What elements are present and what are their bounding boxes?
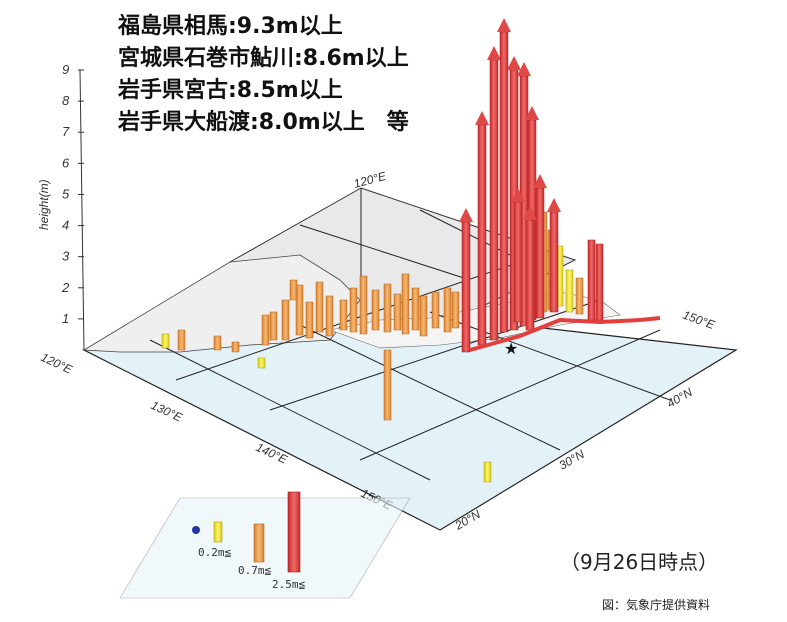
arrow-head-icon (511, 188, 525, 202)
tsunami-bar (549, 211, 559, 313)
tsunami-bar (477, 124, 487, 346)
y-tick-label: 1 (62, 311, 69, 326)
tsunami-bar (461, 221, 471, 353)
tsunami-bar (289, 279, 298, 301)
tsunami-bar (535, 187, 545, 319)
height-axis: 1 2 3 4 5 6 7 8 9 height(m) (37, 62, 85, 351)
tsunami-bar (269, 311, 278, 341)
arrow-head-icon (523, 206, 537, 220)
y-tick-label: 4 (62, 218, 69, 233)
tsunami-bar (443, 287, 452, 333)
tsunami-bar (371, 289, 380, 331)
legend-panel (119, 497, 411, 599)
tsunami-bar (359, 275, 368, 335)
tsunami-bar (305, 301, 314, 339)
tsunami-bar (565, 269, 574, 313)
legend: 0.2m≦ 0.7m≦ 2.5m≦ (119, 491, 411, 599)
headline-line-3: 岩手県宮古:8.5m以上 (118, 78, 343, 103)
y-tick-label: 6 (62, 155, 70, 170)
tsunami-bar (451, 291, 460, 329)
legend-bar-large (287, 491, 301, 573)
legend-bar-medium (253, 523, 265, 563)
tsunami-bar (349, 287, 358, 333)
headline-line-1: 福島県相馬:9.3m以上 (118, 14, 343, 39)
tsunami-bar (483, 461, 492, 483)
tsunami-bar (339, 299, 348, 331)
tsunami-bar (575, 277, 584, 315)
arrow-head-icon (487, 46, 501, 60)
tsunami-bar (411, 287, 420, 331)
tsunami-bar (383, 349, 392, 421)
tsunami-bar (431, 291, 440, 329)
headline-line-2: 宮城県石巻市鮎川:8.6m以上 (118, 46, 409, 71)
coastline-streak (469, 316, 661, 352)
arrow-head-icon (517, 62, 531, 76)
lon-label-120-front: 120°E (39, 350, 76, 377)
arrow-head-icon (525, 106, 539, 120)
y-tick-label: 5 (62, 186, 70, 201)
epicenter-star-icon: ★ (504, 339, 518, 358)
tsunami-bar (587, 239, 596, 321)
credit-label: 図：気象庁提供資料 (602, 598, 711, 612)
tsunami-bar (383, 283, 392, 333)
tsunami-bar (525, 219, 535, 331)
arrow-head-icon (547, 198, 561, 212)
back-label-120: 120°E (352, 169, 388, 191)
tsunami-bar (419, 295, 428, 337)
y-tick-label: 9 (62, 62, 69, 77)
tsunami-bar (295, 284, 304, 336)
y-tick-label: 7 (62, 124, 70, 139)
legend-label-medium: 0.7m≦ (238, 564, 271, 577)
tsunami-bar (177, 329, 186, 351)
arrow-head-icon (497, 18, 511, 32)
tsunami-bar (401, 273, 410, 335)
tsunami-bar (257, 357, 266, 369)
tsunami-bar (213, 335, 222, 351)
tsunami-bar (499, 31, 509, 333)
legend-label-small: 0.2m≦ (198, 546, 231, 559)
back-label-150: 150°E (681, 308, 718, 333)
y-axis-label: height(m) (37, 179, 51, 230)
y-tick-label: 3 (62, 249, 70, 264)
arrow-head-icon (459, 208, 473, 222)
y-tick-label: 8 (62, 93, 70, 108)
tsunami-bar (261, 314, 270, 346)
arrow-head-icon (507, 56, 521, 70)
y-tick-label: 2 (61, 280, 70, 295)
arrow-head-icon (533, 174, 547, 188)
legend-bar-small (213, 521, 223, 543)
arrow-head-icon (475, 111, 489, 125)
legend-label-large: 2.5m≦ (272, 578, 305, 591)
tsunami-bar (315, 281, 324, 333)
tsunami-bar (393, 293, 402, 331)
tsunami-bar (513, 201, 523, 323)
tsunami-bar (489, 59, 499, 341)
tsunami-bar (231, 341, 240, 353)
legend-dot-icon (192, 526, 200, 534)
tsunami-bar (161, 333, 170, 349)
headline-line-4: 岩手県大船渡:8.0m以上 等 (118, 110, 409, 135)
tsunami-bar (595, 243, 604, 321)
timestamp-label: （9月26日時点） (560, 550, 719, 574)
tsunami-bar (281, 299, 290, 341)
lon-label-130: 130°E (149, 398, 186, 425)
tsunami-bar (325, 295, 334, 337)
